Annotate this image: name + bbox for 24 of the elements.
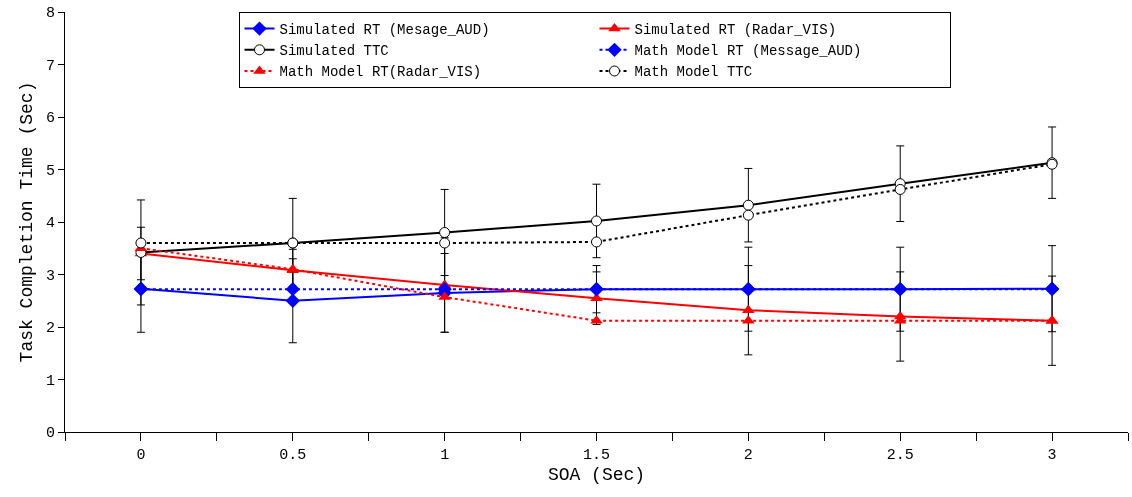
x-tick-label: 1.5 <box>582 447 611 464</box>
x-tick-label: 1 <box>440 447 450 464</box>
legend-label: Simulated TTC <box>279 43 389 60</box>
legend-label: Math Model RT (Message_AUD) <box>634 43 862 60</box>
x-tick-label: 2 <box>743 447 753 464</box>
legend-label: Simulated RT (Radar_VIS) <box>634 22 837 39</box>
y-tick-label: 0 <box>45 425 55 443</box>
y-tick-label: 7 <box>45 57 55 75</box>
y-tick-label: 5 <box>45 162 55 180</box>
y-tick-label: 1 <box>45 372 55 390</box>
x-tick-label: 2.5 <box>886 447 914 464</box>
legend-label: Simulated RT (Mesage_AUD) <box>279 22 490 39</box>
x-tick-label: 0.5 <box>279 447 307 464</box>
y-tick-label: 6 <box>45 110 55 128</box>
x-tick-label: 0 <box>136 447 146 464</box>
y-tick-label: 4 <box>45 215 55 233</box>
legend-label: Math Model TTC <box>634 64 753 81</box>
x-axis-title: SOA (Sec) <box>547 465 646 486</box>
y-tick-label: 2 <box>45 320 55 338</box>
legend-label: Math Model RT(Radar_VIS) <box>279 64 482 81</box>
x-tick-label: 3 <box>1047 447 1057 464</box>
y-tick-label: 8 <box>45 5 55 23</box>
y-tick-label: 3 <box>45 267 55 285</box>
y-axis-title: Task Completion Time (Sec) <box>17 81 38 363</box>
